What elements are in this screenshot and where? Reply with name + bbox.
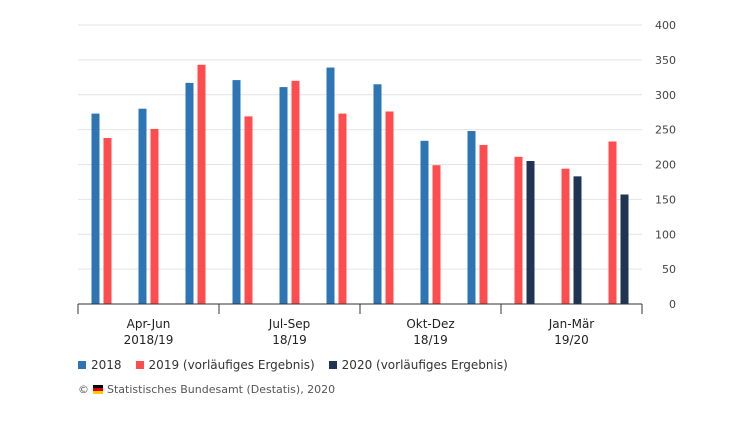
y-tick-label: 0 xyxy=(669,298,676,311)
x-axis xyxy=(77,303,643,314)
y-axis-ticks: 0 50 100 150 200 250 300 350 400 xyxy=(655,19,676,311)
source-note: © Statistisches Bundesamt (Destatis), 20… xyxy=(78,383,335,396)
bar-2018-7 xyxy=(420,140,429,304)
bar-2018-1 xyxy=(138,108,147,304)
destatis-flag-icon xyxy=(93,385,103,394)
bar-2018-2 xyxy=(185,82,194,304)
category-labels: Apr-Jun 2018/19 Jul-Sep 18/19 Okt-Dez 18/19 Ja… xyxy=(124,317,595,347)
legend-swatch-2020 xyxy=(328,361,337,369)
bar-2018-8 xyxy=(467,131,476,304)
bar-2018-6 xyxy=(373,84,382,304)
legend-label-2019: 2019 (vorläufiges Ergebnis) xyxy=(148,358,315,372)
y-tick-label: 250 xyxy=(655,124,676,137)
y-tick-label: 150 xyxy=(655,193,676,206)
legend-item-2018: 2018 xyxy=(78,358,122,372)
legend-swatch-2018 xyxy=(78,361,86,369)
bar-2018-5 xyxy=(326,67,335,304)
y-tick-label: 100 xyxy=(655,228,676,241)
legend-swatch-2019 xyxy=(135,361,144,369)
copyright-symbol: © xyxy=(78,383,89,396)
category-label: 2018/19 xyxy=(124,333,174,347)
bar-2019-8 xyxy=(479,144,488,304)
bar-2019-6 xyxy=(385,111,394,305)
bar-2019-0 xyxy=(103,137,112,304)
bar-chart: 0 50 100 150 200 250 300 350 400 Apr-Jun 2018/19 J… xyxy=(77,19,676,347)
y-tick-label: 300 xyxy=(655,89,676,102)
y-tick-label: 200 xyxy=(655,159,676,172)
bar-2019-10 xyxy=(561,168,570,304)
bar-2019-4 xyxy=(291,80,300,304)
gridlines xyxy=(78,24,642,270)
legend-label-2018: 2018 xyxy=(91,358,122,372)
bar-2018-4 xyxy=(279,87,288,304)
category-label: Okt-Dez xyxy=(406,317,454,331)
category-label: Apr-Jun xyxy=(127,317,171,331)
category-label: 19/20 xyxy=(554,333,589,347)
legend-label-2020: 2020 (vorläufiges Ergebnis) xyxy=(341,358,508,372)
bar-2020-10 xyxy=(573,176,582,304)
category-label: Jul-Sep xyxy=(268,317,310,331)
bar-2018-0 xyxy=(91,113,100,305)
y-tick-label: 50 xyxy=(662,263,676,276)
bars xyxy=(91,64,629,305)
bar-2020-11 xyxy=(620,194,629,304)
bar-2019-7 xyxy=(432,165,441,304)
bar-2019-3 xyxy=(244,116,253,304)
bar-2019-11 xyxy=(608,141,617,304)
bar-2019-5 xyxy=(338,113,347,305)
bar-2019-1 xyxy=(150,128,159,304)
bar-2018-3 xyxy=(232,80,241,304)
y-tick-label: 350 xyxy=(655,54,676,67)
y-tick-label: 400 xyxy=(655,19,676,32)
legend-item-2020: 2020 (vorläufiges Ergebnis) xyxy=(328,358,508,372)
bar-2019-9 xyxy=(514,156,523,304)
legend: 2018 2019 (vorläufiges Ergebnis) 2020 (v… xyxy=(78,358,508,372)
bar-2020-9 xyxy=(526,161,535,304)
source-text: Statistisches Bundesamt (Destatis), 2020 xyxy=(107,383,336,396)
legend-item-2019: 2019 (vorläufiges Ergebnis) xyxy=(135,358,315,372)
bar-2019-2 xyxy=(197,64,206,304)
category-label: 18/19 xyxy=(272,333,307,347)
category-label: 18/19 xyxy=(413,333,448,347)
category-label: Jan-Mär xyxy=(548,317,595,331)
